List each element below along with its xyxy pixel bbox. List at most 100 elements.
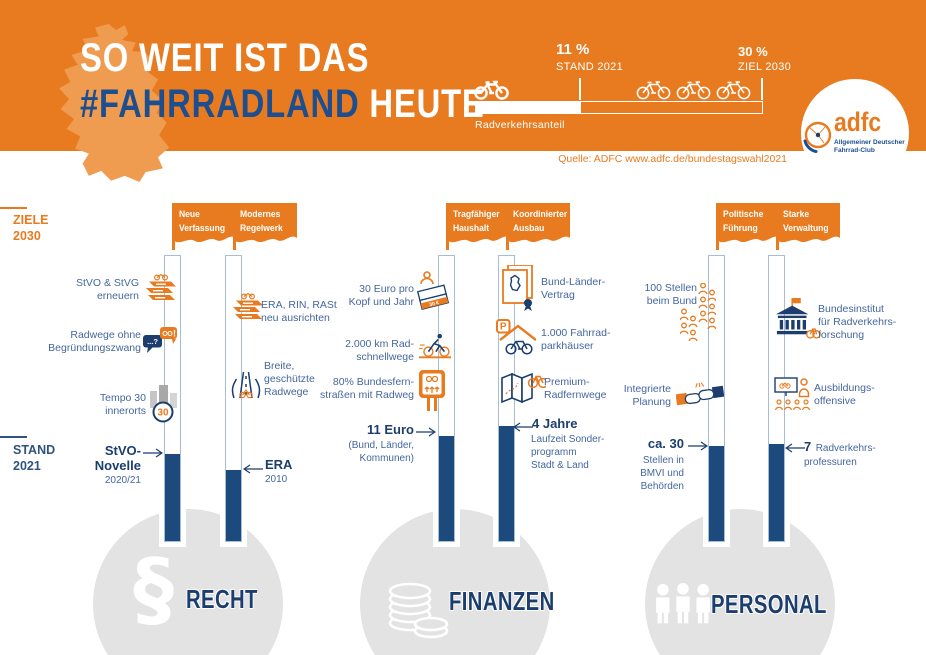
svg-text:...?: ...? [147,337,158,346]
flag-koordinierter-ausbau: Koordinierter Ausbau [506,203,570,249]
flag-modernes-regelwerk: Modernes Regelwerk [233,203,297,249]
goal-radwege-ohne: Radwege ohne Begründungszwang [48,329,141,355]
road-sign-icon [419,370,445,411]
status-scale-label: STAND 2021 [13,443,56,474]
title-hashtag: #FAHRRADLAND [80,82,360,126]
goal-bund-laender-vertrag: Bund-Länder- Vertrag [541,276,606,302]
arrow-right-icon [143,448,163,458]
goal-tempo-30: Tempo 30 innerorts [99,392,146,418]
goal-radschnellwege: 2.000 km Rad-schnellwege [345,338,414,364]
goal-100-stellen: 100 Stellen beim Bund [644,282,697,308]
logo-subtitle: Allgemeiner Deutscher Fahrrad-Club [834,139,905,155]
status-ca-30-head: ca. 30 [647,436,684,451]
arrow-left-icon [785,443,805,453]
germany-map-icon [59,24,170,182]
goal-fahrradparkhaeuser: 1.000 Fahrrad-parkhäuser [541,327,611,353]
adfc-logo [801,79,909,187]
gauge-fill [709,445,724,541]
progress-axis-label: Radverkehrsanteil [475,119,565,131]
coins-icon [388,582,449,639]
goal-integrierte-planung: Integrierte Planung [623,383,671,409]
handshake-icon [676,382,724,406]
speech-bubbles-icon: ...? ! [143,327,177,353]
training-icon [774,377,811,411]
status-11-euro-detail: (Bund, Länder, Kommunen) [348,440,414,464]
paragraph-icon: § [133,542,174,637]
svg-text:30 €: 30 € [429,300,440,308]
status-4-jahre-detail: Laufzeit Sonder- programm Stadt & Land [531,434,605,471]
gauge-fill [769,444,784,541]
goal-ausbildungsoffensive: Ausbildungs-offensive [814,382,875,408]
svg-text:30: 30 [157,408,169,419]
section-circle-finanzen [360,509,550,655]
gauge-fill [499,425,514,541]
goal-premium-radfernwege: Premium- Radfernwege [544,376,607,402]
institute-icon [775,298,821,339]
flag-starke-verwaltung: Starke Verwaltung [776,203,840,249]
progress-goal-value: 30 % [738,44,768,59]
rules-books-icon [233,293,263,319]
status-11-euro-head: 11 Euro [367,422,414,437]
gauge-fill [165,454,180,541]
title-heute: HEUTE [369,82,485,126]
goal-30-euro: 30 Euro pro Kopf und Jahr [348,283,414,309]
bike-parking-icon: P [496,319,536,355]
status-ca-30-detail: Stellen in BMVI und Behörden [640,455,684,492]
contract-icon [502,265,533,311]
goal-scale-rule [0,207,27,209]
law-books-icon [146,274,176,300]
flag-tragfaehiger-haushalt: Tragfähiger Haushalt [446,203,510,249]
goal-scale-label: ZIELE 2030 [13,213,49,244]
svg-text:P: P [500,322,507,333]
logo-brand-text: adfc [834,107,882,137]
svg-text:!: ! [173,329,176,339]
progress-bar [475,101,763,114]
arrow-left-icon [243,464,263,474]
progress-goal-label: ZIEL 2030 [738,61,792,73]
section-label-personal: PERSONAL [711,589,827,619]
arrow-right-icon [416,427,436,437]
title-line2: #FAHRRADLAND HEUTE [80,82,485,127]
wheel-icon [803,121,832,153]
source-link[interactable]: Quelle: ADFC www.adfc.de/bundestagswahl2… [558,153,787,165]
flag-neue-verfassung: Neue Verfassung [172,203,236,249]
bike-outline-icon [676,81,711,100]
goal-stvo-stvg: StVO & StVG erneuern [75,277,139,303]
status-7-professuren: 7 Radverkehrs- professuren [804,439,876,468]
status-stvo-novelle: StVO- Novelle 2020/21 [94,443,141,486]
goal-geschuetzte-radwege: Breite, geschützte Radwege [264,360,315,399]
money-per-capita-icon: 30 € [416,271,450,310]
bike-solid-icon [474,80,509,100]
goal-era-rin-rast: ERA, RIN, RASt neu ausrichten [261,299,337,325]
section-label-finanzen: FINANZEN [449,586,555,616]
title-line1: SO WEIT IST DAS [80,36,370,80]
gauge-tube-finanzen-1 [438,255,455,542]
cyclist-icon [419,333,451,359]
progress-tick-current [579,78,581,100]
section-circle-personal [645,509,835,655]
gauge-fill [226,469,241,541]
staff-group-icon [680,283,716,341]
goal-bundesinstitut: Bundesinstitut für Radverkehrs-forschung [818,303,897,342]
gauge-tube-recht-2 [225,255,242,542]
progress-tick-goal [761,78,763,100]
arrow-right-icon [688,441,708,451]
status-scale-rule [0,436,27,438]
status-era-2010: ERA 2010 [265,457,293,485]
progress-bar-fill [476,102,581,113]
gauge-fill [439,435,454,541]
flag-politische-fuehrung: Politische Führung [716,203,780,249]
route-map-icon [501,372,546,404]
progress-current-value: 11 % [556,41,590,58]
goal-bundesfernstrassen: 80% Bundesfern-straßen mit Radweg [320,376,414,402]
bike-outline-icon [636,81,671,100]
tempo-30-icon: 30 [150,385,177,423]
progress-current-label: STAND 2021 [556,61,623,73]
bike-outline-icon [716,81,751,100]
people-icon [656,583,710,624]
section-label-recht: RECHT [186,584,258,614]
arrow-left-icon [513,422,533,432]
protected-lane-icon [231,371,261,399]
status-4-jahre-head: 4 Jahre [532,416,578,431]
